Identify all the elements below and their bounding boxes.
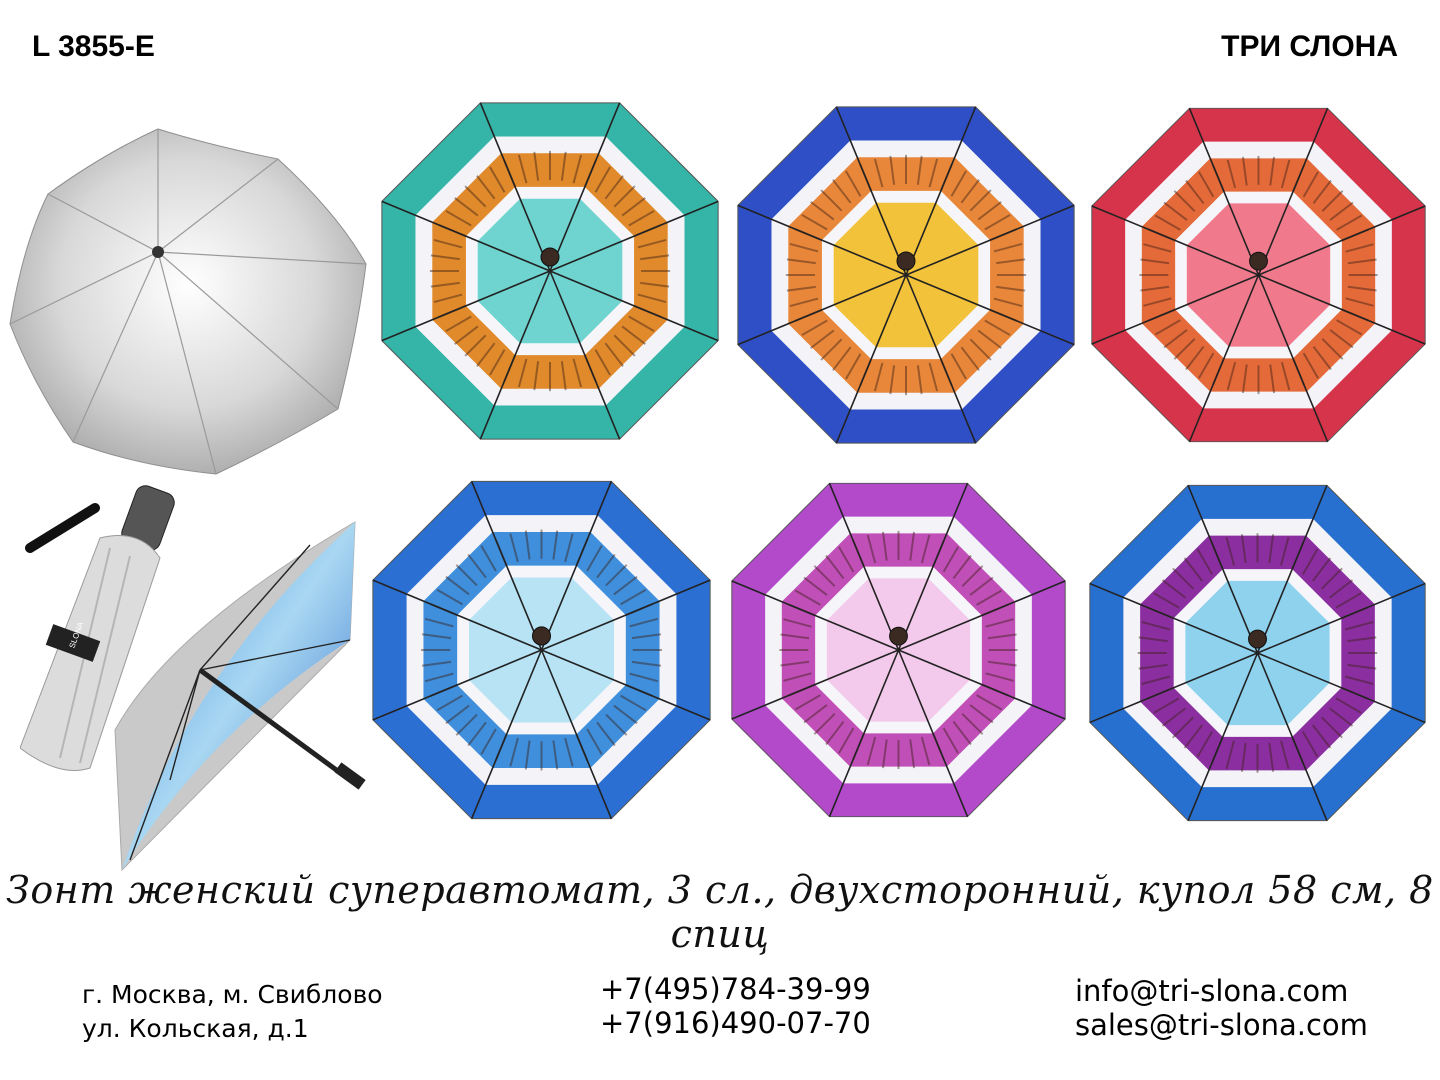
umbrella-variant-pink-red bbox=[1087, 95, 1430, 455]
phone-block: +7(495)784-39-99 +7(916)490-07-70 bbox=[600, 972, 871, 1040]
silver-umbrella-top bbox=[8, 124, 373, 480]
address-line-1: г. Москва, м. Свиблово bbox=[82, 980, 383, 1009]
email-1: info@tri-slona.com bbox=[1075, 974, 1349, 1008]
phone-2: +7(916)490-07-70 bbox=[600, 1006, 871, 1040]
model-code: L 3855-E bbox=[32, 30, 155, 63]
open-umbrella-side bbox=[110, 520, 370, 875]
email-block: info@tri-slona.com sales@tri-slona.com bbox=[1075, 974, 1368, 1042]
email-2: sales@tri-slona.com bbox=[1075, 1008, 1368, 1042]
folded-umbrella: SLONA bbox=[20, 478, 180, 778]
umbrella-variant-lilac bbox=[727, 472, 1070, 828]
brand-name: ТРИ СЛОНА bbox=[1221, 30, 1398, 63]
phone-1: +7(495)784-39-99 bbox=[600, 972, 871, 1006]
umbrella-variant-yellow-blue bbox=[733, 95, 1079, 455]
umbrella-variant-blue-violet bbox=[1085, 472, 1430, 834]
umbrella-variant-turquoise bbox=[377, 95, 723, 447]
address-line-2: ул. Кольская, д.1 bbox=[82, 1014, 309, 1043]
umbrella-variant-sky-blue bbox=[368, 472, 715, 828]
address-block: г. Москва, м. Свиблово ул. Кольская, д.1 bbox=[82, 978, 383, 1046]
product-description: Зонт женский суперавтомат, 3 сл., двухст… bbox=[6, 868, 1434, 956]
